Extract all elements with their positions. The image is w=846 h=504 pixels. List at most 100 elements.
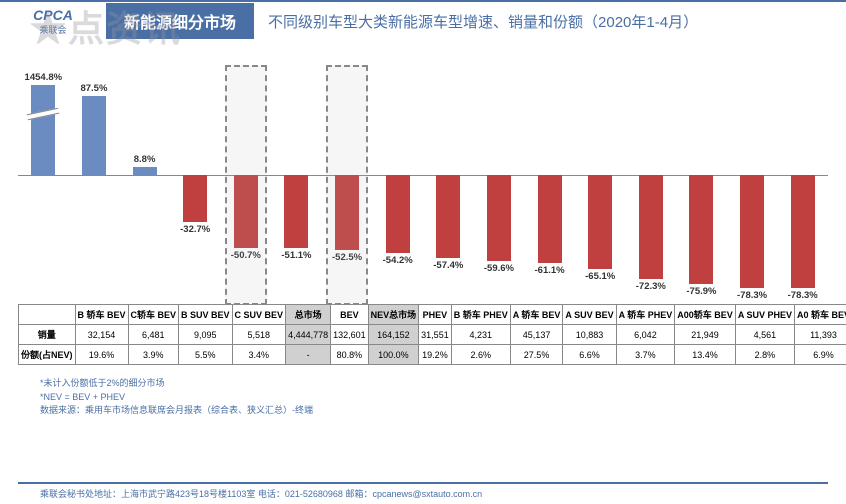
bar-label: -51.1%: [281, 250, 311, 261]
bar-label: -78.3%: [788, 290, 818, 301]
table-header: 总市场: [286, 305, 331, 325]
table-cell: 19.2%: [419, 345, 452, 365]
table-header: A 轿车 BEV: [510, 305, 563, 325]
table-row: 份额(占NEV)19.6%3.9%5.5%3.4%-80.8%100.0%19.…: [19, 345, 846, 365]
table-cell: 5.5%: [179, 345, 233, 365]
footnote-line: 数据来源：乘用车市场信息联席会月报表（综合表、狭义汇总）-终端: [40, 404, 806, 418]
footnote-line: *NEV = BEV + PHEV: [40, 391, 806, 405]
bar-slot: 8.8%: [119, 70, 170, 300]
table-header: [19, 305, 76, 325]
table-cell: 13.4%: [675, 345, 736, 365]
bar: [689, 175, 713, 284]
table-cell: 164,152: [368, 325, 419, 345]
bar: [436, 175, 460, 258]
bar-label: -52.5%: [332, 252, 362, 263]
table-header: A 轿车 PHEV: [616, 305, 675, 325]
bar-label: -65.1%: [585, 271, 615, 282]
logo-bottom: 乘联会: [39, 23, 66, 36]
bar: [791, 175, 815, 288]
bar: [234, 175, 258, 248]
subtitle: 不同级别车型大类新能源车型增速、销量和份额（2020年1-4月）: [268, 11, 698, 32]
chart-area: 1454.8% 87.5% 8.8% -32.7% -50.7% -51.1% -52.5%…: [18, 70, 828, 300]
table-cell: 4,231: [451, 325, 510, 345]
bar-slot: -50.7%: [221, 70, 272, 300]
bar: [82, 96, 106, 175]
table-cell: 31,551: [419, 325, 452, 345]
bar-label: -75.9%: [686, 286, 716, 297]
bar: [639, 175, 663, 279]
table-cell: 10,883: [563, 325, 616, 345]
row-label: 份额(占NEV): [19, 345, 76, 365]
table-cell: 3.9%: [128, 345, 179, 365]
bar-slot: -57.4%: [423, 70, 474, 300]
bar-label: -57.4%: [433, 260, 463, 271]
bar: [31, 85, 55, 175]
table-cell: 100.0%: [368, 345, 419, 365]
bar: [284, 175, 308, 248]
bar-slot: -54.2%: [372, 70, 423, 300]
table-cell: 6,042: [616, 325, 675, 345]
bar-slot: -51.1%: [271, 70, 322, 300]
bar-slot: -78.3%: [727, 70, 778, 300]
table-cell: 27.5%: [510, 345, 563, 365]
table-cell: 2.6%: [451, 345, 510, 365]
table-cell: 3.4%: [232, 345, 286, 365]
table-header: C轿车 BEV: [128, 305, 179, 325]
table-cell: 2.8%: [735, 345, 794, 365]
bar-slot: -61.1%: [524, 70, 575, 300]
table-header: BEV: [331, 305, 369, 325]
table-header: B 轿车 PHEV: [451, 305, 510, 325]
table-cell: 4,561: [735, 325, 794, 345]
data-table: B 轿车 BEVC轿车 BEVB SUV BEVC SUV BEV总市场BEVN…: [18, 304, 846, 365]
bar-slot: -59.6%: [474, 70, 525, 300]
logo-top: CPCA: [33, 7, 73, 23]
bar-slot: -78.3%: [777, 70, 828, 300]
bar-label: 1454.8%: [25, 72, 63, 83]
table-header: A00轿车 BEV: [675, 305, 736, 325]
footnotes: *未计入份额低于2%的细分市场*NEV = BEV + PHEV数据来源：乘用车…: [40, 377, 806, 418]
bar-label: -78.3%: [737, 290, 767, 301]
bar-label: 8.8%: [134, 154, 156, 165]
row-label: 销量: [19, 325, 76, 345]
header: CPCA 乘联会 新能源细分市场 不同级别车型大类新能源车型增速、销量和份额（2…: [0, 0, 846, 40]
table-header: B SUV BEV: [179, 305, 233, 325]
bar-label: -54.2%: [383, 255, 413, 266]
table-cell: 21,949: [675, 325, 736, 345]
table-cell: 19.6%: [75, 345, 128, 365]
logo: CPCA 乘联会: [8, 3, 98, 39]
bar-slot: -65.1%: [575, 70, 626, 300]
bar: [183, 175, 207, 222]
table-header: A SUV PHEV: [735, 305, 794, 325]
bar-slot: 1454.8%: [18, 70, 69, 300]
bar: [740, 175, 764, 288]
table-header: A0 轿车 BEV: [795, 305, 846, 325]
bar: [538, 175, 562, 263]
bar-label: -72.3%: [636, 281, 666, 292]
table-cell: -: [286, 345, 331, 365]
table-cell: 6,481: [128, 325, 179, 345]
bar-label: -50.7%: [231, 250, 261, 261]
bar-label: 87.5%: [80, 83, 107, 94]
table-row: 销量32,1546,4819,0955,5184,444,778132,6011…: [19, 325, 846, 345]
table-cell: 11,393: [795, 325, 846, 345]
bar: [487, 175, 511, 261]
table-header: A SUV BEV: [563, 305, 616, 325]
bar-label: -59.6%: [484, 263, 514, 274]
table-header: PHEV: [419, 305, 452, 325]
bar: [133, 167, 157, 175]
table-cell: 5,518: [232, 325, 286, 345]
table-cell: 6.9%: [795, 345, 846, 365]
table-header: NEV总市场: [368, 305, 419, 325]
table-cell: 132,601: [331, 325, 369, 345]
table-cell: 9,095: [179, 325, 233, 345]
bar: [335, 175, 359, 250]
table-cell: 6.6%: [563, 345, 616, 365]
footer-text: 乘联会秘书处地址：上海市武宁路423号18号楼1103室 电话：021-5268…: [40, 487, 482, 500]
bar-label: -32.7%: [180, 224, 210, 235]
bars-container: 1454.8% 87.5% 8.8% -32.7% -50.7% -51.1% -52.5%…: [18, 70, 828, 300]
footnote-line: *未计入份额低于2%的细分市场: [40, 377, 806, 391]
bar-label: -61.1%: [535, 265, 565, 276]
bar: [588, 175, 612, 269]
bar-slot: -75.9%: [676, 70, 727, 300]
bar-slot: -32.7%: [170, 70, 221, 300]
